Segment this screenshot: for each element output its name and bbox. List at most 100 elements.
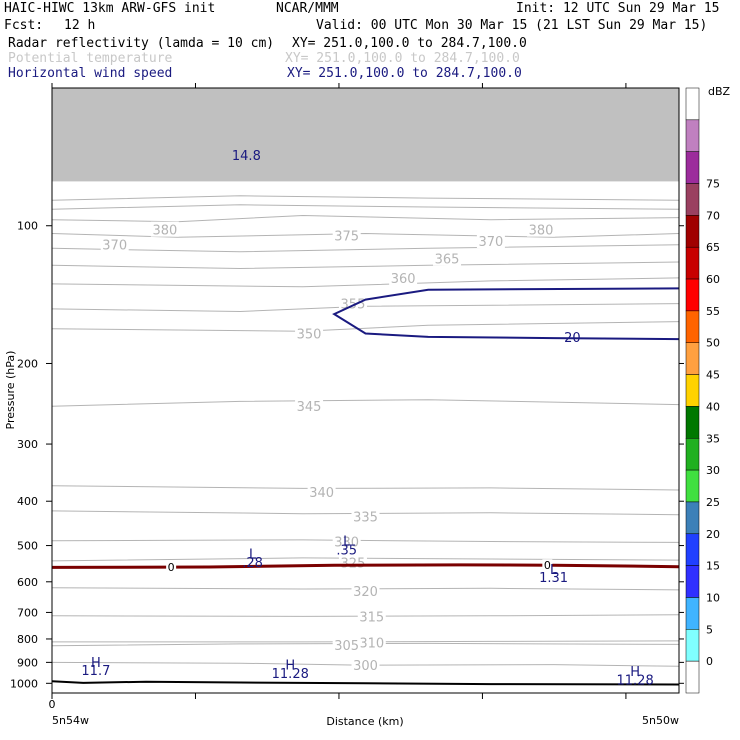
forecast-label: Fcst: [4,18,44,33]
theta-label-15: 315 [359,611,384,626]
theta-label-bg-8 [295,325,324,341]
theta-contour-0 [52,195,679,201]
theta-label-18: 300 [353,659,378,674]
theta-label-bg-16 [357,634,386,650]
freezing-level-path [52,563,679,569]
theta-label-8: 350 [297,328,322,343]
wind-speed-label-5: .35 [336,543,357,558]
theta-contour-14 [52,587,679,591]
theta-label-bg-10 [307,484,336,500]
valid-time: Valid: 00 UTC Mon 30 Mar 15 (21 LST Sun … [316,18,708,33]
wind-speed-label-13: 11.28 [617,673,654,688]
colorbar-level-15: 15 [706,560,720,573]
y-tick-label-900: 900 [17,656,38,669]
colorbar-level-55: 55 [706,305,720,318]
colorbar-swatch-3 [685,183,700,216]
wind-speed-label-8: H [91,656,101,671]
freezing-label-0: 0 [168,561,175,574]
colorbar-swatch-1 [685,119,700,152]
x-axis-title: Distance (km) [326,715,403,728]
colorbar-level-45: 45 [706,369,720,382]
field-name-wind-speed: Horizontal wind speed [8,66,173,81]
y-tick-label-700: 700 [17,606,38,619]
theta-label-bg-15 [357,608,386,624]
wind-speed-label-7: 1.31 [539,571,568,586]
colorbar-swatch-8 [685,342,700,375]
field-name-reflectivity: Radar reflectivity (lamda = 10 cm) [8,36,275,51]
theta-contour-12 [52,539,679,543]
theta-contour-7 [52,303,679,313]
theta-label-bg-17 [332,637,361,653]
wind-speed-label-2: L [249,547,257,562]
x-axis-left-location: 5n54w [52,714,89,727]
wind-speed-label-6: L [550,563,558,578]
colorbar-level-20: 20 [706,528,720,541]
wind-speed-label-3: .28 [242,556,263,571]
colorbar-swatch-12 [685,469,700,503]
theta-label-bg-4 [476,233,505,249]
y-tick-label-500: 500 [17,540,38,553]
theta-label-bg-1 [100,236,129,252]
theta-label-11: 335 [353,511,378,526]
wind-speed-label-0: 14.8 [232,149,261,164]
freezing-level-line [52,563,679,569]
colorbar-swatch-15 [685,565,700,598]
colorbar-level-5: 5 [706,623,713,636]
colorbar-level-60: 60 [706,273,720,286]
freezing-label-bg-0 [166,561,177,574]
theta-label-bg-11 [351,508,380,524]
colorbar-swatch-10 [685,406,700,439]
distance-axis [51,83,627,699]
theta-label-6: 360 [391,272,416,287]
colorbar-swatch-2 [685,151,700,184]
theta-label-10: 340 [309,486,334,501]
wind-speed-label-11: 11.28 [272,667,309,682]
colorbar-level-25: 25 [706,496,720,509]
theta-label-0: 380 [152,224,177,239]
terrain-line [52,680,679,686]
theta-label-bg-3 [527,221,556,237]
theta-label-16: 310 [359,637,384,652]
colorbar-level-75: 75 [706,178,720,191]
y-tick-label-200: 200 [17,357,38,370]
theta-label-4: 370 [478,235,503,250]
theta-contour-2 [52,214,679,223]
y-tick-label-300: 300 [17,438,38,451]
theta-label-bg-6 [389,269,418,285]
colorbar-level-70: 70 [706,209,720,222]
theta-contour-10 [52,485,679,491]
theta-label-17: 305 [334,639,359,654]
x-axis-zero-label: 0 [49,698,56,711]
theta-contour-3 [52,232,679,238]
theta-label-bg-18 [351,657,380,673]
wind-speed-contour-20 [332,287,679,341]
theta-contour-13 [52,557,679,562]
theta-label-12: 330 [334,536,359,551]
colorbar-swatch-17 [685,629,700,662]
colorbar-swatch-9 [685,374,700,407]
theta-label-bg-2 [332,227,361,243]
theta-contour-9 [52,399,679,407]
colorbar-swatch-16 [685,597,700,630]
colorbar-swatch-13 [685,501,700,535]
freezing-label-bg-1 [542,559,553,572]
colorbar-level-0: 0 [706,655,713,668]
wind-speed-label-9: 11.7 [81,664,110,679]
x-axis-right-location: 5n50w [642,714,679,727]
colorbar-swatch-4 [685,215,700,248]
colorbar-swatch-0 [685,87,700,121]
colorbar-swatch-18 [685,660,700,694]
theta-contour-4 [52,244,679,253]
colorbar-level-65: 65 [706,241,720,254]
colorbar-level-40: 40 [706,400,720,413]
y-tick-label-600: 600 [17,576,38,589]
organization-label: NCAR/MMM [276,1,339,16]
theta-label-bg-0 [150,221,179,237]
y-tick-label-800: 800 [17,633,38,646]
colorbar-unit: dBZ [708,85,731,98]
colorbar-level-50: 50 [706,337,720,350]
theta-label-bg-12 [332,533,361,549]
